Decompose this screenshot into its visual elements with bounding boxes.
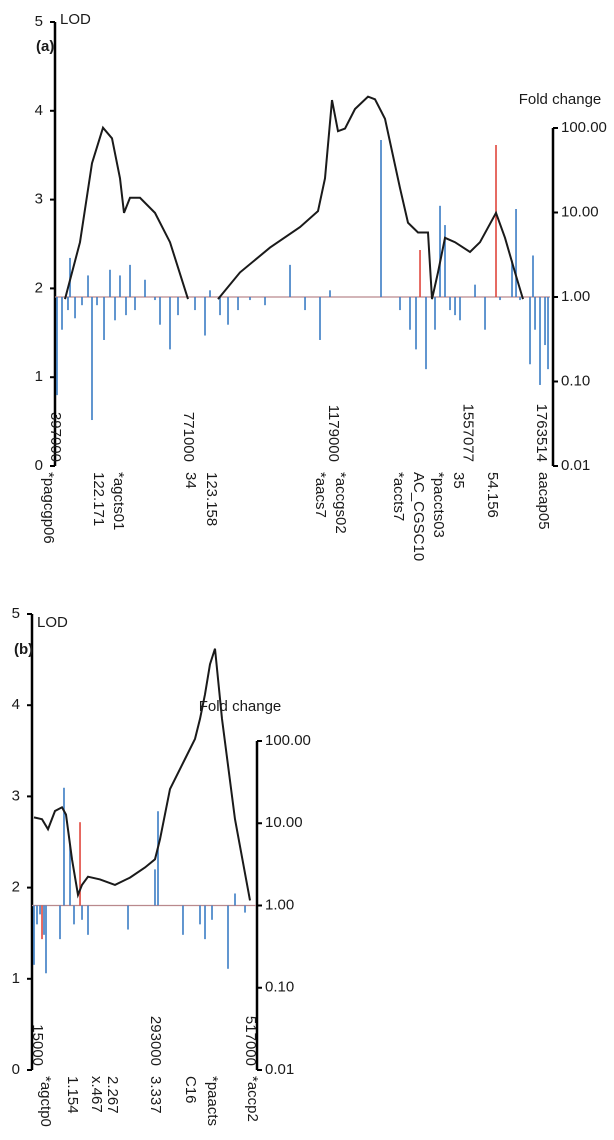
lod-curve bbox=[33, 648, 251, 901]
position-label: 397000 bbox=[47, 412, 64, 462]
position-label: 15000 bbox=[29, 1024, 46, 1066]
y-tick-label: 5 bbox=[35, 13, 43, 30]
marker-label: *pagcgp06 bbox=[40, 472, 57, 544]
y2-axis-label: Fold change bbox=[519, 91, 602, 108]
y-tick-label: 2 bbox=[12, 879, 20, 896]
y-tick-label: 1 bbox=[12, 970, 20, 987]
y2-tick-label: 0.10 bbox=[265, 979, 294, 996]
y-tick-label: 4 bbox=[35, 102, 43, 119]
y2-tick-label: 10.00 bbox=[561, 203, 599, 220]
marker-label: 122.171 bbox=[90, 472, 107, 526]
position-label: 293000 bbox=[147, 1016, 164, 1066]
y-axis-label: LOD bbox=[60, 11, 91, 28]
marker-label: 34 bbox=[182, 472, 199, 489]
marker-label: *accp2 bbox=[244, 1076, 261, 1122]
marker-label: *accts7 bbox=[390, 472, 407, 521]
y-tick-label: 3 bbox=[35, 191, 43, 208]
marker-label: 123.158 bbox=[203, 472, 220, 526]
marker-label: AC_CGSC10 bbox=[410, 472, 427, 561]
panel-label: (b) bbox=[14, 641, 33, 658]
marker-label: 1.154 bbox=[64, 1076, 81, 1114]
position-label: 517000 bbox=[242, 1016, 259, 1066]
y-tick-label: 0 bbox=[12, 1061, 20, 1078]
y-tick-label: 2 bbox=[35, 279, 43, 296]
y2-tick-label: 0.01 bbox=[265, 1061, 294, 1078]
position-label: 1179000 bbox=[325, 405, 342, 462]
marker-label: 35 bbox=[450, 472, 467, 489]
position-label: 771000 bbox=[180, 412, 197, 462]
position-label: 1763514 bbox=[533, 404, 550, 462]
y2-tick-label: 0.01 bbox=[561, 457, 590, 474]
marker-label: *paacts bbox=[204, 1076, 221, 1126]
y2-tick-label: 100.00 bbox=[265, 732, 311, 749]
y2-axis-label: Fold change bbox=[199, 698, 282, 715]
y-tick-label: 1 bbox=[35, 368, 43, 385]
y-tick-label: 3 bbox=[12, 787, 20, 804]
marker-label: 54.156 bbox=[484, 472, 501, 518]
marker-label: C16 bbox=[182, 1076, 199, 1104]
marker-label: *aacs7 bbox=[312, 472, 329, 518]
y2-tick-label: 100.00 bbox=[561, 119, 607, 136]
y-tick-label: 0 bbox=[35, 457, 43, 474]
y2-tick-label: 0.10 bbox=[561, 372, 590, 389]
y-axis-label: LOD bbox=[37, 614, 68, 631]
marker-label: *accgs02 bbox=[332, 472, 349, 534]
marker-label: *agctp0 bbox=[37, 1076, 54, 1127]
y-tick-label: 5 bbox=[12, 605, 20, 622]
marker-label: *agcts01 bbox=[110, 472, 127, 530]
marker-label: 2.267 bbox=[104, 1076, 121, 1114]
marker-label: aacap05 bbox=[535, 472, 552, 530]
position-label: 1557077 bbox=[460, 404, 477, 462]
marker-label: 3.337 bbox=[147, 1076, 164, 1114]
lod-curve bbox=[64, 95, 524, 300]
marker-label: *paccts03 bbox=[430, 472, 447, 538]
y2-tick-label: 10.00 bbox=[265, 814, 303, 831]
marker-label: x.467 bbox=[88, 1076, 105, 1113]
panel-label: (a) bbox=[36, 38, 54, 55]
y2-tick-label: 1.00 bbox=[265, 896, 294, 913]
y2-tick-label: 1.00 bbox=[561, 288, 590, 305]
y-tick-label: 4 bbox=[12, 696, 20, 713]
